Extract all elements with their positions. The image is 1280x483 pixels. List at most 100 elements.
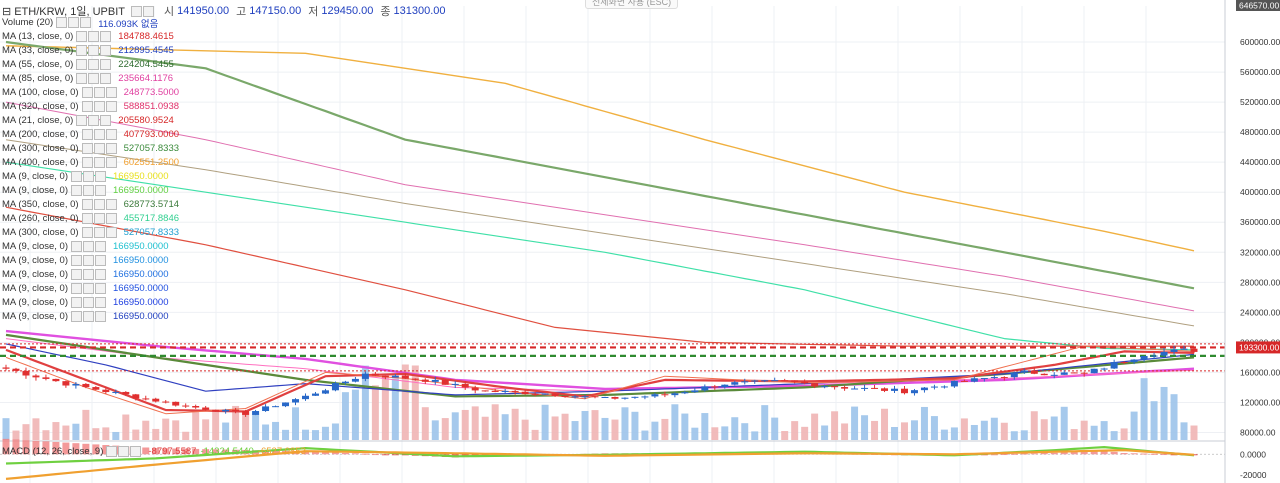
volume-bar: [511, 408, 519, 440]
candle-body: [1120, 362, 1128, 364]
candle-body: [421, 379, 429, 382]
volume-bar: [701, 413, 709, 440]
macd-histogram-bar: [1010, 453, 1018, 455]
candle-body: [731, 382, 739, 385]
candle-body: [581, 396, 589, 398]
macd-histogram-bar: [1150, 453, 1158, 455]
ma-line: [5, 348, 1195, 413]
candle-body: [331, 383, 339, 391]
macd-histogram-bar: [22, 440, 30, 455]
volume-bar: [501, 414, 509, 440]
volume-bar: [162, 418, 170, 440]
volume-bar: [282, 429, 290, 440]
candle-body: [341, 381, 349, 384]
horizontal-levels: [0, 343, 1225, 372]
candle-body: [990, 377, 998, 379]
candle-body: [631, 396, 639, 398]
volume-bar: [182, 431, 190, 440]
candle-body: [1020, 370, 1028, 373]
candle-body: [42, 377, 50, 379]
candle-body: [252, 411, 260, 415]
volume-bar: [761, 405, 769, 440]
candle-body: [461, 383, 469, 388]
candle-body: [152, 398, 160, 402]
volume-bar: [202, 419, 210, 440]
candle-body: [651, 394, 659, 397]
volume-bar: [930, 416, 938, 440]
macd-histogram-bar: [32, 440, 40, 455]
volume-bar: [272, 421, 280, 440]
volume-bar: [581, 410, 589, 440]
volume-bar: [1170, 394, 1178, 440]
macd-histogram-bar: [262, 450, 270, 455]
candle-body: [1010, 372, 1018, 378]
macd-line: [5, 449, 1195, 480]
price-tick-label: 160000.00: [1240, 367, 1280, 377]
volume-bar: [801, 426, 809, 440]
ma-line: [5, 40, 1195, 290]
volume-bar: [1100, 421, 1108, 440]
volume-bar: [591, 410, 599, 440]
volume-bar: [431, 420, 439, 440]
candle-body: [102, 389, 110, 393]
volume-bar: [791, 421, 799, 440]
volume-bar: [1160, 386, 1168, 440]
macd-histogram-bar: [351, 453, 359, 455]
volume-bar: [122, 414, 130, 440]
volume-bar: [621, 407, 629, 440]
volume-bar: [601, 417, 609, 440]
volume-bar: [551, 416, 559, 440]
candle-body: [1100, 368, 1108, 370]
candle-body: [751, 380, 759, 382]
price-tick-label: 120000.00: [1240, 397, 1280, 407]
volume-bar: [292, 407, 300, 440]
candle-body: [361, 373, 369, 379]
price-tick-label: 80000.00: [1240, 427, 1276, 437]
macd-histogram-bar: [82, 443, 90, 455]
candle-body: [1140, 355, 1148, 360]
macd-histogram-bar: [182, 448, 190, 455]
volume-bar: [1050, 416, 1058, 440]
price-tick-label: 520000.00: [1240, 97, 1280, 107]
volume-bar: [112, 431, 120, 440]
macd-histogram-bar: [42, 441, 50, 455]
candle-body: [381, 375, 389, 378]
volume-bar: [571, 421, 579, 440]
candle-body: [821, 386, 829, 388]
volume-bar: [1140, 378, 1148, 440]
macd-histogram-bar: [172, 448, 180, 455]
candle-body: [222, 409, 230, 412]
macd-histogram-bar: [391, 454, 399, 456]
volume-bar: [441, 418, 449, 440]
price-tick-label: 440000.00: [1240, 157, 1280, 167]
volume-bar: [1000, 422, 1008, 440]
volume-bar: [1190, 425, 1198, 440]
volume-bar: [371, 385, 379, 440]
candle-body: [1190, 348, 1198, 352]
macd-histogram-bar: [381, 454, 389, 456]
candle-body: [801, 381, 809, 384]
candle-body: [232, 409, 240, 411]
candle-body: [292, 399, 300, 403]
candle-body: [641, 396, 649, 398]
volume-bar: [881, 408, 889, 440]
volume-bar: [331, 423, 339, 440]
macd-histogram-bar: [1050, 452, 1058, 455]
price-axis[interactable]: 600000.00 560000.00 520000.00 480000.00 4400…: [1224, 0, 1280, 483]
macd-histogram-bar: [1080, 451, 1088, 455]
ma-line: [5, 45, 1195, 252]
price-tick-label: 480000.00: [1240, 127, 1280, 137]
price-tick-label: 600000.00: [1240, 37, 1280, 47]
candle-body: [501, 390, 509, 392]
candle-body: [741, 381, 749, 383]
volume-bar: [541, 404, 549, 440]
volume-bar: [262, 424, 270, 440]
candle-body: [900, 388, 908, 394]
candle-body: [351, 378, 359, 382]
macd-tick-label: -20000: [1240, 470, 1267, 480]
volume-bar: [311, 430, 319, 440]
volume-bar: [920, 406, 928, 440]
candle-body: [591, 396, 599, 398]
candle-body: [771, 380, 779, 382]
